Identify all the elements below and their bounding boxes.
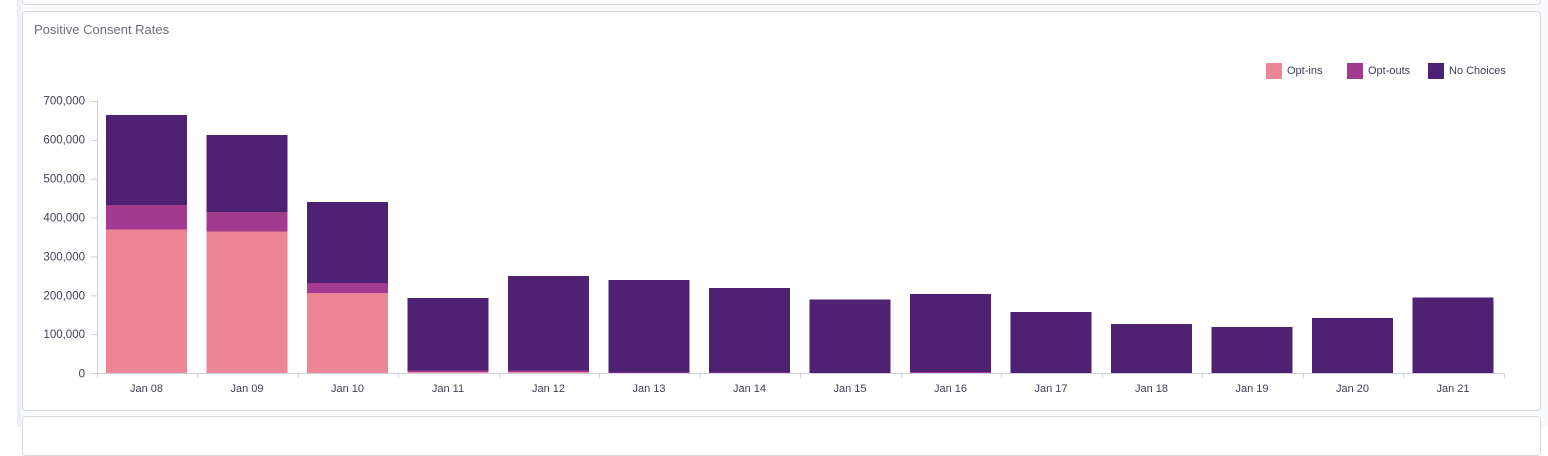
svg-text:Jan 14: Jan 14 <box>733 383 766 395</box>
svg-text:100,000: 100,000 <box>43 329 85 341</box>
svg-text:Jan 10: Jan 10 <box>331 383 364 395</box>
svg-text:Jan 08: Jan 08 <box>130 383 163 395</box>
svg-text:700,000: 700,000 <box>43 96 85 108</box>
svg-text:300,000: 300,000 <box>43 252 85 264</box>
svg-text:Jan 12: Jan 12 <box>532 383 565 395</box>
svg-text:400,000: 400,000 <box>43 213 85 225</box>
svg-text:Jan 18: Jan 18 <box>1135 383 1168 395</box>
svg-text:500,000: 500,000 <box>43 174 85 186</box>
svg-text:Jan 15: Jan 15 <box>833 383 866 395</box>
svg-text:Jan 19: Jan 19 <box>1235 383 1268 395</box>
svg-text:Jan 11: Jan 11 <box>432 383 464 395</box>
svg-text:Jan 20: Jan 20 <box>1336 383 1369 395</box>
svg-text:200,000: 200,000 <box>43 290 85 302</box>
svg-text:600,000: 600,000 <box>43 135 85 147</box>
svg-text:Jan 21: Jan 21 <box>1436 383 1469 395</box>
svg-text:0: 0 <box>79 368 85 380</box>
svg-text:Jan 09: Jan 09 <box>230 383 263 395</box>
svg-text:Jan 13: Jan 13 <box>632 383 665 395</box>
svg-text:Jan 16: Jan 16 <box>934 383 967 395</box>
svg-text:Jan 17: Jan 17 <box>1034 383 1067 395</box>
